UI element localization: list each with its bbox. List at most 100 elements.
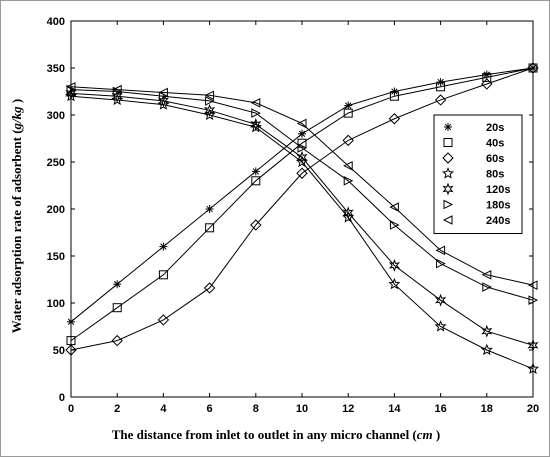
data-point [296, 167, 308, 179]
data-point [482, 282, 492, 292]
data-point [66, 84, 77, 95]
data-point [389, 91, 399, 101]
data-point [296, 155, 308, 168]
data-point [388, 277, 401, 290]
data-point [251, 176, 261, 186]
data-point [297, 138, 307, 148]
data-point [203, 282, 216, 294]
y-tick-label: 0 [59, 392, 65, 404]
data-point [296, 118, 307, 129]
data-point [435, 245, 446, 256]
x-tick-label: 16 [434, 403, 446, 415]
x-tick-label: 10 [296, 403, 308, 415]
legend-marker [443, 138, 453, 147]
x-axis-title: The distance from inlet to outlet in any… [112, 427, 441, 442]
legend-marker [442, 182, 454, 196]
series-240s [65, 81, 538, 290]
data-point [481, 324, 493, 338]
x-tick-label: 4 [160, 403, 167, 415]
legend-label: 180s [486, 200, 510, 212]
data-point [528, 295, 539, 305]
series-20s [67, 64, 537, 326]
x-tick-label: 20 [527, 403, 539, 415]
data-point [389, 220, 400, 230]
series-line [70, 86, 534, 286]
data-point [157, 314, 170, 326]
legend-label: 80s [486, 169, 504, 181]
data-point [67, 317, 75, 326]
y-tick-label: 300 [47, 110, 65, 122]
data-point [65, 344, 77, 356]
data-point [390, 87, 399, 96]
data-point [482, 72, 492, 82]
data-point [111, 334, 123, 347]
data-point [112, 84, 122, 95]
y-tick-label: 250 [47, 157, 65, 169]
data-point [528, 63, 538, 73]
legend-label: 240s [486, 215, 510, 227]
legend-label: 60s [486, 153, 504, 165]
data-point [158, 270, 168, 280]
x-tick-label: 6 [207, 403, 213, 415]
data-point [112, 303, 122, 313]
data-point [342, 134, 354, 147]
data-point [204, 103, 216, 117]
series-line [70, 92, 534, 346]
data-point [388, 258, 400, 272]
data-point [481, 269, 492, 280]
data-point [250, 219, 262, 231]
data-point [204, 90, 215, 101]
data-point [342, 206, 354, 220]
data-point [205, 96, 215, 106]
data-point [434, 320, 447, 332]
x-tick-label: 0 [68, 403, 74, 415]
data-point [251, 108, 261, 118]
data-point [250, 97, 261, 108]
series-120s [65, 86, 539, 352]
legend-marker [443, 199, 454, 210]
legend-marker [442, 215, 453, 225]
series-line [70, 67, 534, 351]
legend-marker [442, 167, 454, 179]
y-tick-label: 400 [47, 16, 65, 28]
legend-marker [442, 152, 454, 164]
data-point [65, 81, 76, 92]
series-line [70, 89, 534, 301]
legend-marker [444, 123, 452, 131]
y-tick-label: 150 [47, 251, 65, 263]
x-tick-label: 2 [114, 403, 120, 415]
data-point [159, 242, 168, 251]
y-tick-label: 100 [47, 298, 65, 310]
data-point [436, 258, 446, 269]
data-point [388, 113, 401, 125]
data-point [343, 160, 353, 171]
data-point [481, 78, 493, 90]
data-point [250, 117, 262, 131]
legend [433, 114, 523, 234]
data-point [251, 167, 260, 176]
data-point [203, 108, 216, 121]
data-point [434, 94, 447, 106]
data-point [527, 362, 539, 374]
legend-label: 40s [486, 138, 504, 150]
y-tick-label: 50 [53, 345, 65, 357]
series-60s [65, 62, 539, 356]
series-180s [66, 84, 539, 305]
data-point [527, 280, 538, 290]
x-tick-label: 18 [481, 403, 493, 415]
x-tick-label: 8 [253, 403, 259, 415]
data-point [342, 211, 355, 223]
data-point [298, 129, 306, 138]
y-tick-label: 350 [47, 63, 65, 75]
data-point [527, 62, 539, 74]
data-point [436, 82, 446, 92]
data-point [296, 150, 308, 164]
x-tick-label: 14 [388, 403, 401, 415]
legend-label: 120s [486, 184, 510, 196]
data-point [480, 343, 493, 356]
data-point [389, 202, 399, 212]
data-point [527, 338, 539, 352]
data-point [344, 101, 353, 110]
